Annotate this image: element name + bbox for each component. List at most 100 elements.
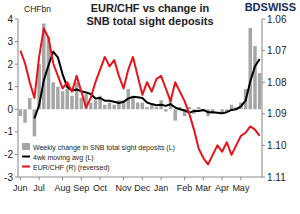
y2-tick-label: 1.07	[267, 45, 287, 56]
legend-label: EUR/CHF (R) (reversed)	[33, 164, 110, 172]
y2-tick	[262, 82, 265, 83]
bar	[94, 100, 98, 109]
legend-swatch	[22, 143, 30, 150]
bar	[70, 96, 74, 110]
bar	[19, 109, 23, 116]
y-tick	[15, 41, 18, 42]
bar	[23, 109, 27, 123]
bar	[164, 109, 168, 111]
y-tick	[15, 86, 18, 87]
title-line: EUR/CHF vs change in	[91, 2, 210, 14]
bar	[145, 107, 149, 109]
x-tick	[62, 177, 63, 180]
y-tick-label: -1	[4, 126, 13, 137]
bar	[61, 91, 65, 109]
bar	[216, 109, 220, 110]
y-tick	[15, 19, 18, 20]
y2-tick-label: 1.08	[267, 77, 287, 88]
y-tick-label: 1	[7, 81, 13, 92]
y2-tick-label: 1.06	[267, 14, 287, 25]
x-tick	[20, 177, 21, 180]
chart: BDSWISS EUR/CHF vs change inSNB total sig…	[0, 0, 300, 214]
y2-tick	[262, 19, 265, 20]
y-tick-label: 0	[7, 104, 13, 115]
x-tick	[81, 177, 82, 180]
bar	[108, 103, 112, 110]
bar	[141, 103, 145, 110]
y2-tick-label: 1.10	[267, 140, 287, 151]
bar	[103, 105, 107, 110]
x-tick	[222, 177, 223, 180]
y2-tick	[262, 113, 265, 114]
bar	[80, 98, 84, 109]
bar	[56, 87, 60, 110]
x-tick	[100, 177, 101, 180]
y-tick	[15, 154, 18, 155]
x-tick-label: Mar	[196, 183, 212, 193]
bar	[89, 103, 93, 110]
bar	[150, 105, 154, 110]
y-axis-line	[18, 19, 19, 177]
bar	[131, 98, 135, 109]
y-axis-label: CHFbn	[24, 4, 51, 14]
x-tick	[203, 177, 204, 180]
legend-swatch	[22, 166, 30, 168]
x-tick-label: Nov	[116, 183, 133, 193]
y2-tick	[262, 177, 265, 178]
x-tick-label: Jan	[154, 183, 169, 193]
x-tick-label: Feb	[177, 183, 193, 193]
logo: BDSWISS	[245, 1, 296, 13]
x-tick	[142, 177, 143, 180]
x-tick-label: Oct	[93, 183, 108, 193]
bar	[117, 100, 121, 109]
title-line: SNB total sight deposits	[86, 15, 213, 27]
x-tick	[161, 177, 162, 180]
plot-marks	[19, 24, 262, 165]
y-tick-label: -2	[4, 149, 13, 160]
x-tick-label: May	[232, 183, 250, 193]
legend-label: Weekly change in SNB total sight deposit…	[33, 144, 175, 152]
legend-swatch	[22, 156, 30, 158]
x-tick-label: Dec	[134, 183, 151, 193]
y-tick	[15, 109, 18, 110]
bar	[173, 109, 177, 120]
x-tick-label: Aug	[55, 183, 71, 193]
x-tick	[39, 177, 40, 180]
x-axis-line	[18, 177, 262, 178]
bar	[197, 107, 201, 109]
bar	[136, 103, 140, 110]
bar	[51, 82, 55, 109]
bar	[155, 107, 159, 109]
x-tick	[240, 177, 241, 180]
x-tick-label: Jun	[13, 183, 28, 193]
bar	[28, 98, 32, 109]
y-tick	[15, 131, 18, 132]
y2-tick-label: 1.11	[267, 172, 286, 183]
y-tick	[15, 177, 18, 178]
bar	[253, 46, 257, 109]
x-tick	[184, 177, 185, 180]
y2-tick	[262, 145, 265, 146]
line	[20, 28, 259, 164]
x-tick-label: Jul	[33, 183, 45, 193]
bar	[249, 28, 253, 109]
y-tick-label: -3	[4, 172, 13, 183]
y2-tick	[262, 50, 265, 51]
bar	[230, 105, 234, 110]
bar	[112, 105, 116, 110]
y2-tick-label: 1.09	[267, 108, 287, 119]
bar	[66, 89, 70, 109]
bar	[258, 73, 262, 109]
legend-label: 4wk moving avg (L)	[33, 154, 94, 162]
y2-axis-line	[262, 19, 263, 177]
x-tick-label: Apr	[215, 183, 229, 193]
bar	[75, 82, 79, 109]
x-tick	[123, 177, 124, 180]
y-tick-label: 4	[7, 14, 13, 25]
legend: Weekly change in SNB total sight deposit…	[22, 143, 175, 172]
title: EUR/CHF vs change inSNB total sight depo…	[86, 2, 213, 27]
y-tick-label: 3	[7, 36, 13, 47]
y-tick	[15, 64, 18, 65]
y-tick-label: 2	[7, 59, 13, 70]
x-tick-label: Sep	[73, 183, 89, 193]
